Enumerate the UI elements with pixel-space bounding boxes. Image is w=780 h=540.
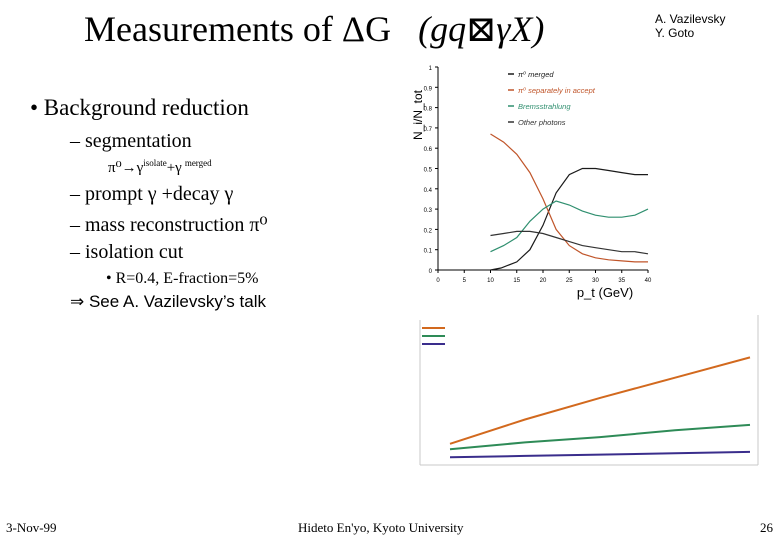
footer-institution: Hideto En'yo, Kyoto University [298, 520, 464, 535]
chart1-axes: 00.10.20.30.40.50.60.70.80.910 5 10 15 20 25 3… [424, 66, 652, 284]
chart1-xlabel: p_t (GeV) [577, 285, 633, 300]
chart1-legend-label: π⁰ merged [518, 70, 554, 79]
chart1-y-tick-label: 0 [429, 269, 433, 275]
chart1-x-tick-label: 35 [618, 278, 625, 284]
chart1-x-tick-label: 5 [463, 278, 467, 284]
chart2-series-line-2 [449, 450, 751, 459]
chart1-series [490, 133, 649, 271]
seg-main: π⁰→γ [108, 160, 144, 176]
bullet-background-reduction: • Background reduction [30, 95, 249, 120]
asymmetry-chart [419, 315, 759, 466]
chart1-x-tick-label: 20 [540, 278, 547, 284]
chart1-series-line-2 [490, 200, 649, 253]
title-main: Measurements of ΔG [84, 9, 392, 49]
chart1-x-tick-label: 40 [645, 278, 652, 284]
chart1-y-tick-label: 0.8 [424, 107, 433, 113]
chart1-y-tick-label: 1 [429, 66, 433, 72]
seg-plus: +γ [166, 160, 182, 176]
reference-note: ⇒ See A. Vazilevsky’s talk [70, 292, 266, 311]
chart1-legend-label: Bremsstrahlung [518, 102, 571, 111]
seg-merged: merged [184, 158, 212, 168]
chart2-series-line-1 [449, 423, 751, 451]
chart1-legend: π⁰ merged π⁰ separately in accept Bremsstr… [508, 70, 596, 127]
chart2-frame [419, 315, 759, 466]
chart1-x-tick-label: 25 [566, 278, 573, 284]
chart1-y-tick-label: 0.7 [424, 127, 433, 133]
author-2: Y. Goto [655, 26, 695, 40]
isolation-detail: • R=0.4, E-fraction=5% [106, 270, 259, 287]
sub-item-segmentation: – segmentation [70, 130, 192, 152]
segmentation-detail: π⁰→γisolate+γ merged [108, 158, 212, 177]
authors: A. Vazilevsky Y. Goto [655, 12, 725, 40]
sub-item-isolation-cut: – isolation cut [70, 241, 184, 263]
chart2-series-line-0 [449, 356, 751, 445]
footer-page: 26 [760, 520, 773, 535]
fraction-chart: 00.10.20.30.40.50.60.70.80.910 5 10 15 20 25 3… [411, 66, 652, 300]
chart1-ylabel: N_i/N_tot [411, 89, 425, 140]
chart1-y-tick-label: 0.4 [424, 188, 433, 194]
sub-item-mass-reconstruction: – mass reconstruction π⁰ [70, 214, 268, 236]
author-1: A. Vazilevsky [655, 12, 726, 26]
chart2-series [422, 327, 751, 459]
chart1-y-tick-label: 0.3 [424, 208, 433, 214]
footer-date: 3-Nov-99 [6, 520, 57, 535]
chart1-x-tick-label: 15 [513, 278, 520, 284]
seg-isolate: isolate [143, 158, 167, 168]
sub-item-prompt: – prompt γ +decay γ [70, 183, 234, 205]
chart1-y-tick-label: 0.5 [424, 168, 433, 174]
chart1-series-line-0 [490, 167, 648, 271]
chart1-series-line-3 [490, 230, 649, 255]
chart1-y-tick-label: 0.6 [424, 147, 433, 153]
title-formula: (gq⊠γX) [418, 9, 545, 49]
chart1-series-line-1 [490, 133, 648, 263]
chart1-y-tick-label: 0.9 [424, 86, 433, 92]
chart1-legend-label: π⁰ separately in accept [518, 86, 596, 95]
chart1-x-tick-label: 10 [487, 278, 494, 284]
chart1-x-tick-label: 0 [436, 278, 440, 284]
slide-title: Measurements of ΔG (gq⊠γX) [84, 8, 544, 50]
chart1-y-tick-label: 0.2 [424, 228, 433, 234]
chart1-y-tick-label: 0.1 [424, 249, 433, 255]
chart1-legend-label: Other photons [518, 118, 566, 127]
chart1-x-tick-label: 30 [592, 278, 599, 284]
